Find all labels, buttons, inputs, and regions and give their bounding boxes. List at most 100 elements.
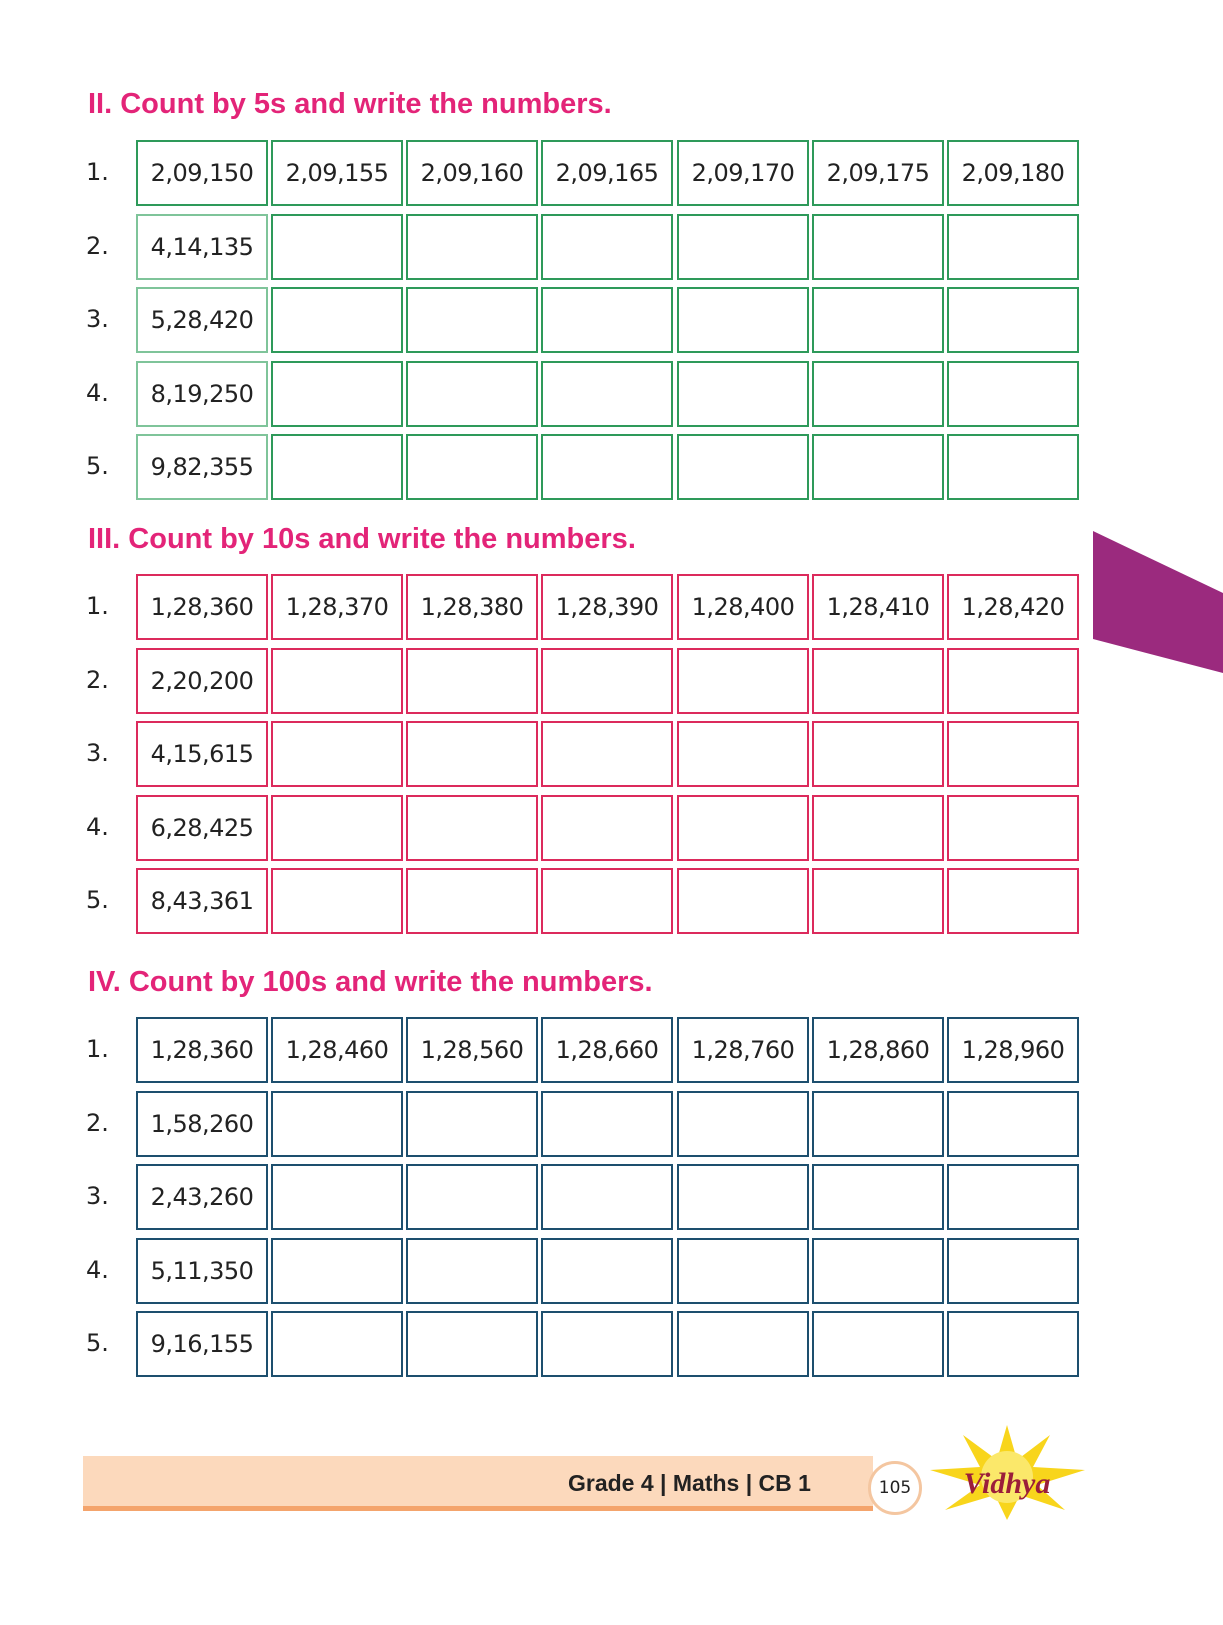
answer-box[interactable] xyxy=(677,287,809,353)
answer-box[interactable] xyxy=(947,360,1079,427)
answer-box[interactable] xyxy=(812,1164,944,1230)
row-number: 2. xyxy=(86,1108,109,1137)
answer-box[interactable] xyxy=(406,647,538,714)
table-row: 4. 6,28,425 xyxy=(84,794,1084,861)
answer-box[interactable] xyxy=(271,1090,403,1157)
answer-box[interactable] xyxy=(947,721,1079,787)
svg-text:Vidhya: Vidhya xyxy=(964,1467,1051,1500)
section-heading-10s: III. Count by 10s and write the numbers. xyxy=(88,523,636,555)
answer-box[interactable] xyxy=(677,647,809,714)
row-number: 2. xyxy=(86,665,109,694)
table-row: 1. 1,28,360 1,28,370 1,28,380 1,28,390 1,28,4… xyxy=(84,574,1084,640)
answer-box[interactable] xyxy=(812,1090,944,1157)
answer-box[interactable] xyxy=(271,721,403,787)
answer-box[interactable] xyxy=(541,794,673,861)
answer-box[interactable] xyxy=(406,1311,538,1377)
answer-box[interactable] xyxy=(406,1164,538,1230)
answer-box[interactable] xyxy=(541,1164,673,1230)
answer-box[interactable] xyxy=(812,1237,944,1304)
answer-box[interactable] xyxy=(271,434,403,500)
answer-box[interactable] xyxy=(541,1311,673,1377)
answer-box[interactable] xyxy=(541,360,673,427)
section-heading-100s: IV. Count by 100s and write the numbers. xyxy=(88,966,653,998)
answer-box[interactable] xyxy=(677,1164,809,1230)
answer-box[interactable] xyxy=(677,360,809,427)
number-cell: 1,28,400 xyxy=(677,574,809,640)
number-cell: 2,20,200 xyxy=(136,647,268,714)
answer-box[interactable] xyxy=(271,647,403,714)
answer-box[interactable] xyxy=(947,1090,1079,1157)
answer-box[interactable] xyxy=(541,1090,673,1157)
number-cell: 1,28,420 xyxy=(947,574,1079,640)
answer-box[interactable] xyxy=(677,213,809,280)
answer-box[interactable] xyxy=(271,1237,403,1304)
number-cell: 8,43,361 xyxy=(136,868,268,934)
answer-box[interactable] xyxy=(812,1311,944,1377)
answer-box[interactable] xyxy=(947,434,1079,500)
answer-box[interactable] xyxy=(677,1090,809,1157)
answer-box[interactable] xyxy=(677,868,809,934)
number-cell: 2,43,260 xyxy=(136,1164,268,1230)
answer-box[interactable] xyxy=(406,868,538,934)
number-cell: 1,28,660 xyxy=(541,1017,673,1083)
answer-box[interactable] xyxy=(812,360,944,427)
answer-box[interactable] xyxy=(406,794,538,861)
number-cell: 1,28,460 xyxy=(271,1017,403,1083)
answer-box[interactable] xyxy=(541,868,673,934)
answer-box[interactable] xyxy=(812,434,944,500)
answer-box[interactable] xyxy=(406,287,538,353)
answer-box[interactable] xyxy=(947,287,1079,353)
answer-box[interactable] xyxy=(812,647,944,714)
answer-box[interactable] xyxy=(947,1164,1079,1230)
page-number: 105 xyxy=(868,1461,922,1515)
number-cell: 2,09,155 xyxy=(271,140,403,206)
answer-box[interactable] xyxy=(541,647,673,714)
answer-box[interactable] xyxy=(406,1090,538,1157)
answer-box[interactable] xyxy=(812,721,944,787)
number-cell: 1,28,380 xyxy=(406,574,538,640)
answer-box[interactable] xyxy=(677,794,809,861)
answer-box[interactable] xyxy=(812,868,944,934)
answer-box[interactable] xyxy=(271,360,403,427)
row-number: 4. xyxy=(86,378,109,407)
answer-box[interactable] xyxy=(947,213,1079,280)
table-row: 2. 2,20,200 xyxy=(84,647,1084,714)
number-cell: 4,14,135 xyxy=(136,213,268,280)
answer-box[interactable] xyxy=(406,213,538,280)
number-cell: 1,28,760 xyxy=(677,1017,809,1083)
answer-box[interactable] xyxy=(947,647,1079,714)
answer-box[interactable] xyxy=(271,287,403,353)
row-number: 3. xyxy=(86,1182,109,1210)
table-row: 3. 5,28,420 xyxy=(84,287,1084,353)
answer-box[interactable] xyxy=(812,213,944,280)
answer-box[interactable] xyxy=(541,1237,673,1304)
answer-box[interactable] xyxy=(677,1311,809,1377)
answer-box[interactable] xyxy=(812,794,944,861)
answer-box[interactable] xyxy=(406,434,538,500)
answer-box[interactable] xyxy=(541,287,673,353)
answer-box[interactable] xyxy=(271,868,403,934)
answer-box[interactable] xyxy=(677,721,809,787)
answer-box[interactable] xyxy=(406,360,538,427)
answer-box[interactable] xyxy=(271,1311,403,1377)
number-cell: 2,09,165 xyxy=(541,140,673,206)
number-cell: 1,28,560 xyxy=(406,1017,538,1083)
answer-box[interactable] xyxy=(271,1164,403,1230)
answer-box[interactable] xyxy=(947,794,1079,861)
answer-box[interactable] xyxy=(677,1237,809,1304)
number-cell: 1,58,260 xyxy=(136,1090,268,1157)
answer-box[interactable] xyxy=(406,1237,538,1304)
table-row: 1. 1,28,360 1,28,460 1,28,560 1,28,660 1,28,7… xyxy=(84,1017,1084,1083)
answer-box[interactable] xyxy=(541,721,673,787)
answer-box[interactable] xyxy=(947,1237,1079,1304)
answer-box[interactable] xyxy=(541,434,673,500)
answer-box[interactable] xyxy=(271,213,403,280)
answer-box[interactable] xyxy=(947,868,1079,934)
answer-box[interactable] xyxy=(947,1311,1079,1377)
answer-box[interactable] xyxy=(541,213,673,280)
answer-box[interactable] xyxy=(812,287,944,353)
answer-box[interactable] xyxy=(271,794,403,861)
answer-box[interactable] xyxy=(406,721,538,787)
number-cell: 5,11,350 xyxy=(136,1237,268,1304)
answer-box[interactable] xyxy=(677,434,809,500)
